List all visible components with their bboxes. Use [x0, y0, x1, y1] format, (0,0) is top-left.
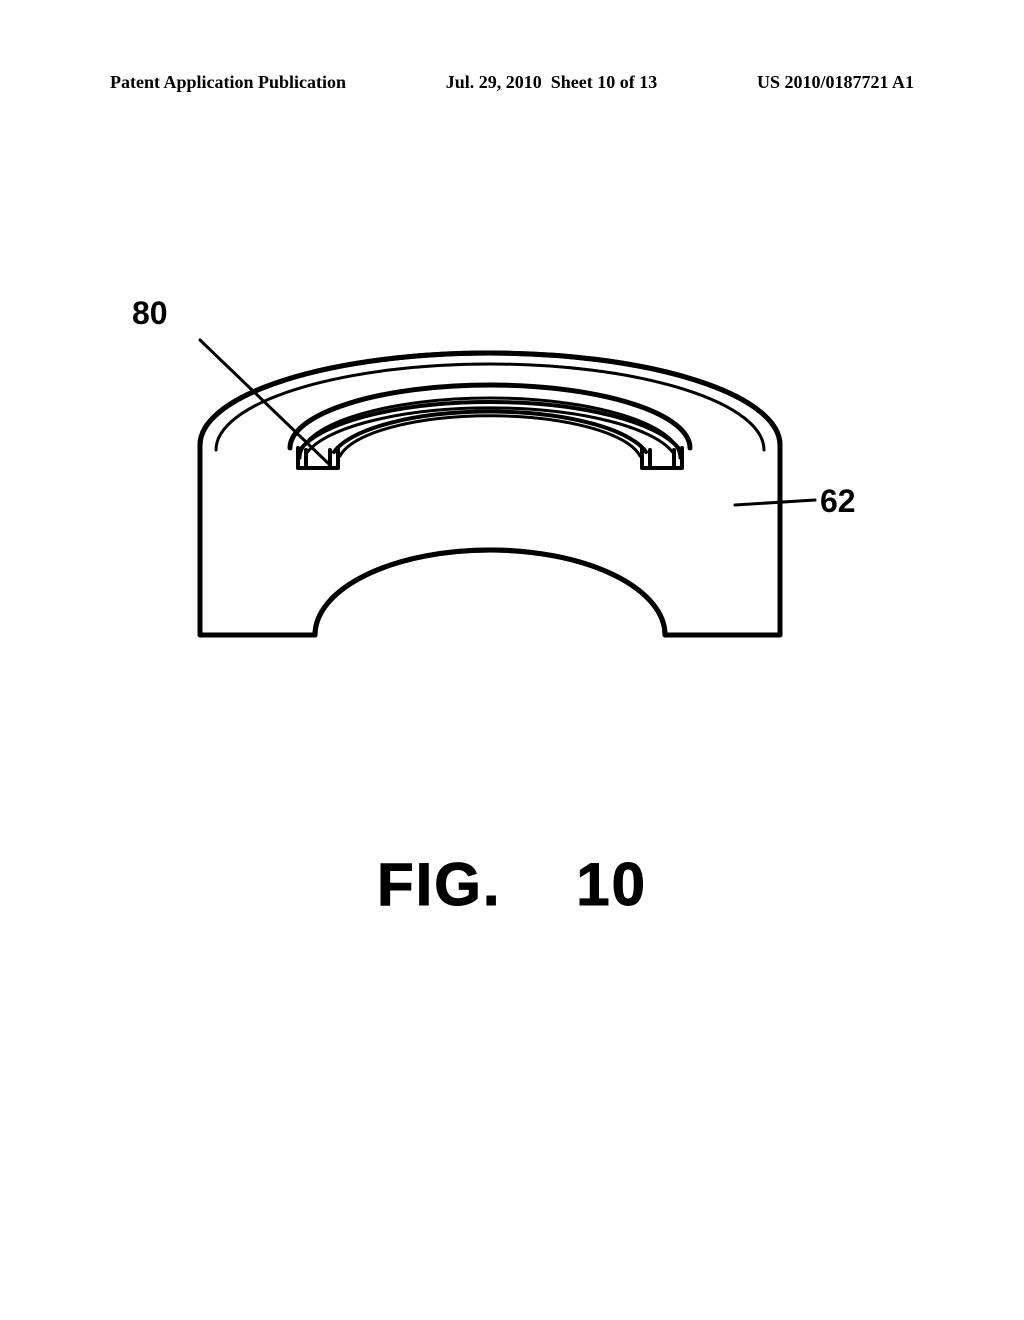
- header-date-sheet: Jul. 29, 2010 Sheet 10 of 13: [446, 72, 658, 93]
- figure-area: 80 62: [0, 280, 1024, 880]
- header-date: Jul. 29, 2010: [446, 72, 542, 92]
- page: Patent Application Publication Jul. 29, …: [0, 0, 1024, 1320]
- header-pub-type: Patent Application Publication: [110, 72, 346, 93]
- header-sheet: Sheet 10 of 13: [551, 72, 658, 92]
- cut-face-outline: [200, 353, 780, 635]
- figure-caption-number: 10: [576, 851, 647, 918]
- header-row: Patent Application Publication Jul. 29, …: [0, 72, 1024, 93]
- ref-label-80: 80: [132, 297, 168, 329]
- diagram-svg: [0, 280, 1024, 800]
- figure-caption: FIG. 10: [0, 850, 1024, 919]
- page-header: Patent Application Publication Jul. 29, …: [0, 72, 1024, 93]
- ref-label-62: 62: [820, 485, 856, 517]
- header-pub-number: US 2010/0187721 A1: [757, 72, 914, 93]
- figure-caption-prefix: FIG.: [377, 851, 502, 918]
- ring-body: [200, 353, 780, 635]
